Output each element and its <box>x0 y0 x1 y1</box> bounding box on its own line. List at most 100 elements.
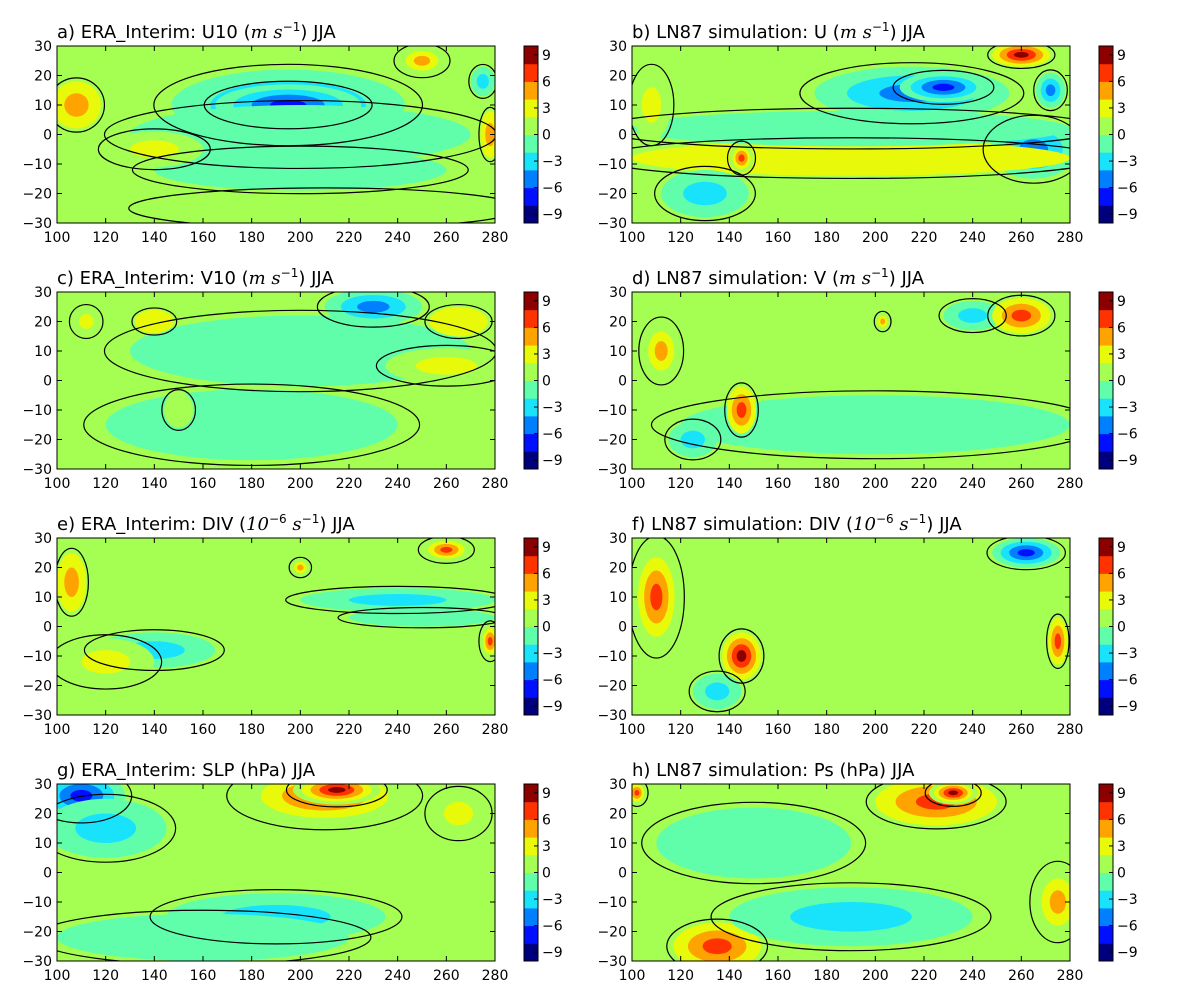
x-tick-label: 240 <box>384 968 411 984</box>
x-tick-label: 100 <box>44 968 71 984</box>
colorbar-segment <box>524 345 538 364</box>
x-tick-label: 180 <box>813 230 840 246</box>
contour-line <box>718 628 765 684</box>
colorbar-tick-label: 9 <box>1117 48 1126 64</box>
colorbar-segment <box>524 362 538 381</box>
panel-g: 100 120 140 160 180 200 220 240 260 280−30−20−100… <box>22 760 562 984</box>
field-e <box>57 538 495 690</box>
colorbar-segment <box>524 890 538 909</box>
x-tick-label: 160 <box>765 230 792 246</box>
field-blob <box>632 110 1070 147</box>
y-tick-label: −30 <box>22 954 52 970</box>
colorbar-tick-label: −6 <box>542 427 563 443</box>
y-tick-label: −20 <box>22 187 52 203</box>
colorbar-tick-label: −9 <box>542 207 563 223</box>
panel-d: 100 120 140 160 180 200 220 240 260 280−30−20−100… <box>597 266 1137 492</box>
x-tick-label: 100 <box>619 722 646 738</box>
colorbar-segment <box>524 555 538 574</box>
y-tick-label: 10 <box>34 590 52 606</box>
colorbar-segment <box>524 573 538 592</box>
contour-line <box>478 106 495 163</box>
panel-f: 100 120 140 160 180 200 220 240 260 280−30−20−100… <box>597 512 1137 738</box>
field-g <box>57 784 493 961</box>
colorbar-segment <box>524 205 538 224</box>
y-tick-label: −10 <box>597 649 627 665</box>
colorbar-tick-label: −3 <box>542 892 563 908</box>
title-math: m s <box>251 22 283 43</box>
colorbar-segment <box>1099 890 1113 909</box>
colorbar-tick-label: −3 <box>1117 646 1138 662</box>
colorbar-tick-label: 6 <box>542 74 551 90</box>
colorbar-segment <box>524 661 538 681</box>
colorbar-segment <box>524 679 538 698</box>
colorbar-tick-label: 0 <box>542 620 551 636</box>
contour-line <box>1029 860 1070 944</box>
y-tick-label: 20 <box>609 69 627 85</box>
field-blob <box>487 636 493 646</box>
colorbar-tick-label: −9 <box>1117 699 1138 715</box>
y-tick-label: 20 <box>34 561 52 577</box>
x-tick-label: 280 <box>1057 968 1084 984</box>
title-text: c) ERA_Interim: V10 ( <box>57 268 249 289</box>
colorbar-segment <box>1099 801 1113 820</box>
x-tick-label: 120 <box>667 722 694 738</box>
y-tick-label: 20 <box>609 561 627 577</box>
colorbar-tick-label: −3 <box>542 646 563 662</box>
y-tick-label: −20 <box>597 679 627 695</box>
colorbar-segment <box>1099 591 1113 610</box>
field-blob <box>130 315 471 387</box>
panel-c: 100 120 140 160 180 200 220 240 260 280−30−20−100… <box>22 266 562 492</box>
colorbar-tick-label: 6 <box>542 320 551 336</box>
colorbar-tick-label: 3 <box>542 839 551 855</box>
colorbar-tick-label: 9 <box>542 786 551 802</box>
x-tick-label: 160 <box>765 722 792 738</box>
title-text: e) ERA_Interim: DIV ( <box>57 514 246 535</box>
contour-line <box>57 547 89 617</box>
colorbar-tick-label: −9 <box>542 699 563 715</box>
y-tick-label: −30 <box>22 216 52 232</box>
y-tick-label: 0 <box>618 374 627 390</box>
colorbar-tick-label: −3 <box>542 154 563 170</box>
y-tick-label: −10 <box>22 895 52 911</box>
y-tick-label: −20 <box>597 187 627 203</box>
y-tick-label: −10 <box>22 649 52 665</box>
colorbar-tick-label: 0 <box>542 128 551 144</box>
contour-line <box>97 128 211 171</box>
y-tick-label: 20 <box>34 315 52 331</box>
colorbar-segment <box>1099 907 1113 927</box>
contour-line <box>924 784 982 808</box>
colorbar-tick-label: 3 <box>542 101 551 117</box>
colorbar-segment <box>1099 679 1113 698</box>
panel-title: d) LN87 simulation: V (m s−1) JJA <box>632 266 925 289</box>
field-blob <box>443 801 474 826</box>
x-tick-label: 160 <box>765 968 792 984</box>
colorbar-tick-label: 0 <box>1117 128 1126 144</box>
contour-line <box>226 784 424 831</box>
panel-a: 100 120 140 160 180 200 220 240 260 280−30−20−100… <box>22 20 562 246</box>
y-tick-label: −30 <box>22 708 52 724</box>
colorbar-segment <box>524 784 538 803</box>
field-blob <box>64 567 79 597</box>
x-tick-label: 240 <box>384 722 411 738</box>
colorbar-tick-label: 0 <box>1117 620 1126 636</box>
field-blob <box>57 913 349 961</box>
x-tick-label: 260 <box>433 476 460 492</box>
colorbar-segment <box>1099 205 1113 224</box>
x-tick-label: 180 <box>238 968 265 984</box>
colorbar-tick-label: 9 <box>1117 786 1126 802</box>
colorbar-tick-label: 3 <box>1117 593 1126 609</box>
colorbar-tick-label: −3 <box>542 400 563 416</box>
colorbar-tick-label: 3 <box>1117 101 1126 117</box>
y-tick-label: 10 <box>609 590 627 606</box>
colorbar-segment <box>524 591 538 610</box>
colorbar-segment <box>1099 169 1113 189</box>
y-tick-label: 20 <box>609 807 627 823</box>
y-tick-label: −30 <box>597 708 627 724</box>
contour-line <box>149 889 403 945</box>
contour-line <box>57 909 372 961</box>
contour-line <box>1033 69 1068 112</box>
x-tick-label: 220 <box>911 722 938 738</box>
contour-line <box>57 77 106 133</box>
x-tick-label: 240 <box>384 230 411 246</box>
contour-line <box>688 670 746 713</box>
